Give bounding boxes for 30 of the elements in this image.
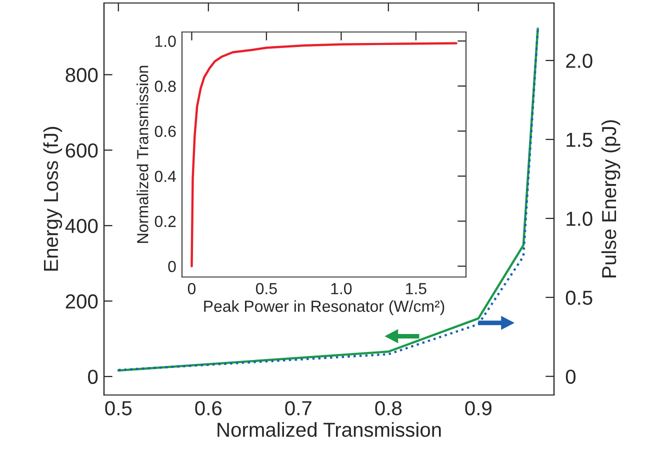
- x-tick-label: 0.5: [105, 401, 132, 416]
- x-tick-label: 1.5: [406, 283, 426, 294]
- line-series: [190, 42, 458, 268]
- y2-tick-label: 0: [566, 370, 576, 384]
- x-axis-title: Normalized Transmission: [218, 422, 441, 437]
- y-tick-label: 800: [66, 68, 98, 82]
- x-tick-label: 0.5: [256, 282, 277, 294]
- y2-axis-title: Pulse Energy (pJ): [601, 120, 620, 278]
- y-tick-label: 0.6: [154, 126, 176, 138]
- x-tick-label: 0.6: [195, 401, 222, 416]
- x-tick-label: 0: [188, 282, 196, 294]
- y2-tick-label: 1.0: [566, 212, 592, 226]
- y-axis-title: Energy Loss (fJ): [43, 126, 62, 271]
- y-tick-label: 600: [66, 143, 98, 158]
- y-tick-label: 1.0: [155, 36, 176, 47]
- y-tick-label: 0.2: [154, 216, 176, 228]
- x-axis-title: Peak Power in Resonator (W/cm²): [204, 300, 444, 316]
- y-axis-title: Normalized Transmission: [136, 66, 148, 243]
- y-tick-label: 0: [88, 370, 98, 384]
- y-tick-label: 0.4: [154, 170, 176, 182]
- y-tick-label: 0.8: [154, 80, 176, 92]
- x-tick-label: 0.9: [465, 401, 492, 416]
- y-tick-label: 200: [66, 294, 98, 309]
- x-tick-label: 0.8: [375, 401, 402, 416]
- y-tick-label: 400: [65, 218, 98, 234]
- y2-tick-label: 1.5: [566, 132, 592, 147]
- y-tick-label: 0: [168, 260, 176, 272]
- y2-tick-label: 2.0: [566, 54, 592, 68]
- x-tick-label: 1.0: [331, 282, 352, 294]
- x-tick-label: 0.7: [285, 401, 312, 416]
